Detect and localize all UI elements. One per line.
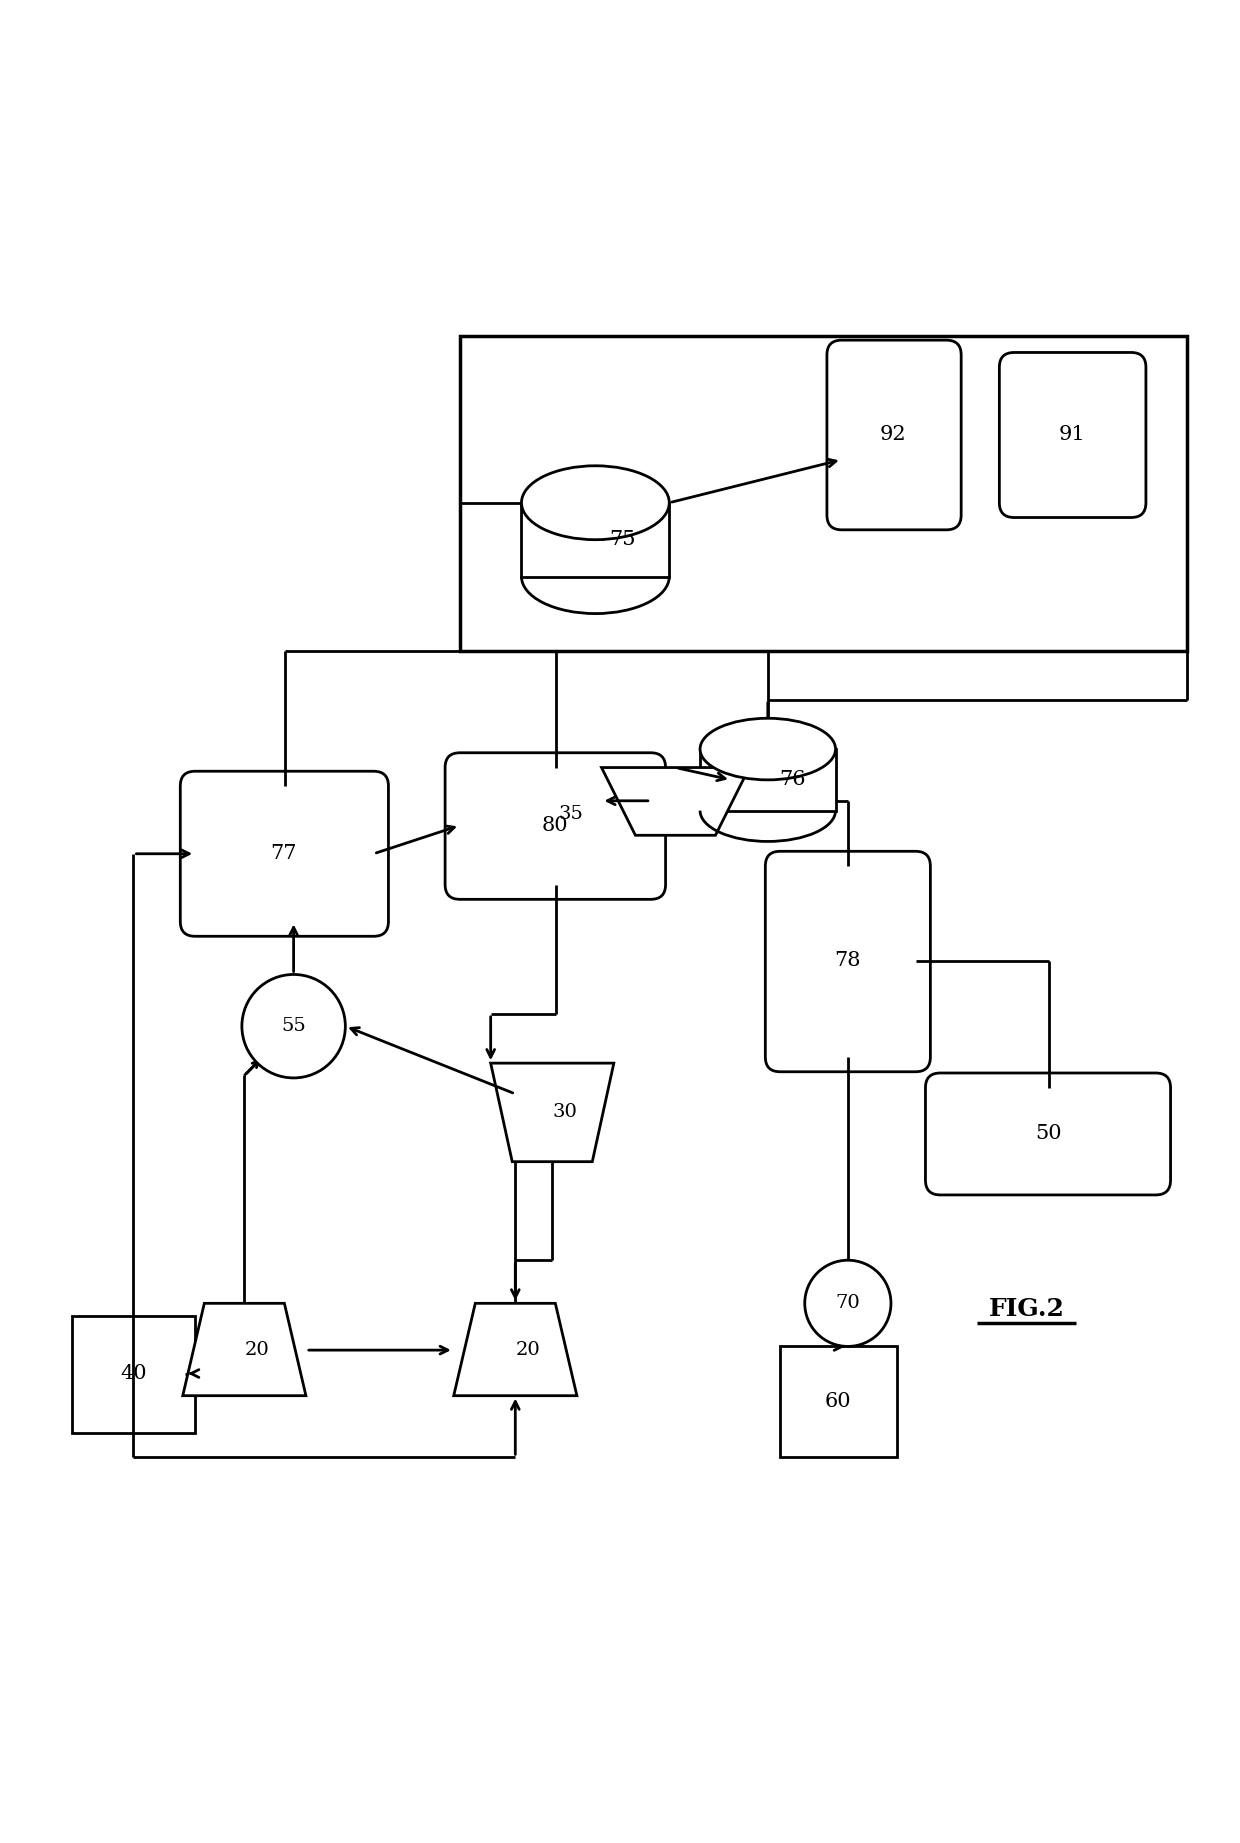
FancyBboxPatch shape [999, 352, 1146, 518]
Circle shape [242, 975, 345, 1078]
Polygon shape [601, 767, 749, 835]
Text: 80: 80 [542, 816, 568, 835]
Text: 91: 91 [1059, 426, 1085, 444]
Text: 76: 76 [779, 770, 806, 789]
Text: 35: 35 [558, 805, 583, 822]
Text: 78: 78 [835, 951, 861, 971]
FancyBboxPatch shape [180, 770, 388, 936]
Ellipse shape [522, 466, 670, 540]
Polygon shape [454, 1303, 577, 1395]
Text: 20: 20 [244, 1340, 269, 1358]
Text: 75: 75 [609, 531, 636, 549]
FancyBboxPatch shape [827, 341, 961, 529]
Text: FIG.2: FIG.2 [988, 1297, 1064, 1321]
Ellipse shape [701, 719, 836, 780]
Polygon shape [491, 1063, 614, 1161]
Bar [72, 1316, 195, 1432]
Text: 20: 20 [516, 1340, 539, 1358]
Text: 92: 92 [880, 426, 906, 444]
Bar [522, 503, 670, 577]
Text: 70: 70 [836, 1294, 861, 1312]
Bar [701, 748, 836, 811]
Text: 50: 50 [1035, 1124, 1061, 1143]
Text: 60: 60 [825, 1391, 852, 1412]
FancyBboxPatch shape [445, 752, 666, 899]
Circle shape [805, 1261, 892, 1347]
Text: 30: 30 [552, 1104, 577, 1121]
Text: 40: 40 [120, 1364, 146, 1382]
Polygon shape [182, 1303, 306, 1395]
Text: 77: 77 [270, 844, 298, 863]
Bar [460, 337, 1187, 651]
FancyBboxPatch shape [765, 851, 930, 1073]
Bar [780, 1347, 897, 1458]
FancyBboxPatch shape [925, 1073, 1171, 1194]
Text: 55: 55 [281, 1017, 306, 1036]
